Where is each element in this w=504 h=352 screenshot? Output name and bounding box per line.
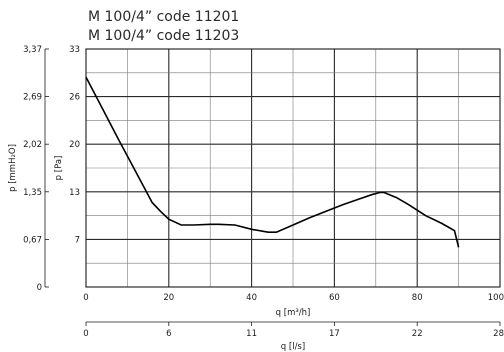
m3h-tick-label: 60: [329, 293, 340, 303]
m3h-tick-label: 0: [83, 293, 88, 303]
ls-tick-label: 11: [246, 329, 257, 339]
m3h-tick-label: 40: [246, 293, 257, 303]
mmh2o-axis: 0 0,67 1,35 2,02 2,69 3,37: [23, 45, 49, 293]
ls-tick-label: 28: [493, 329, 504, 339]
m3h-tick-label: 100: [488, 293, 504, 303]
plot-frame: [85, 48, 501, 288]
m3h-tick-label: 20: [163, 293, 174, 303]
ls-tick-label: 6: [166, 329, 171, 339]
ls-axis: 0 6 11 17 22 28: [83, 321, 504, 339]
ls-tick-label: 22: [412, 329, 423, 339]
mmh2o-tick-label: 0: [37, 283, 42, 293]
pa-tick-label: 33: [69, 45, 80, 55]
grid: [86, 49, 500, 287]
x-axis-label: q [m³/h]: [276, 308, 311, 318]
pa-axis-ticks: 7 13 20 26 33: [69, 45, 80, 245]
ls-tick-label: 17: [329, 329, 340, 339]
pa-tick-label: 20: [69, 140, 80, 150]
ls-tick-label: 0: [83, 329, 88, 339]
chart-title-line-1: M 100/4” code 11201: [88, 9, 239, 25]
x2-axis-label: q [l/s]: [281, 342, 305, 352]
pa-tick-label: 26: [69, 93, 80, 103]
curve-layer: [85, 76, 460, 248]
y2-axis-label: p [mmH₂O]: [8, 144, 18, 192]
y-axis-label: p [Pa]: [54, 156, 64, 181]
m3h-axis-ticks: 0 20 40 60 80 100: [83, 293, 504, 303]
mmh2o-tick-label: 3,37: [23, 45, 42, 55]
pressure-curve: [85, 76, 460, 248]
pa-tick-label: 13: [69, 188, 80, 198]
m3h-tick-label: 80: [412, 293, 423, 303]
chart-title-line-2: M 100/4” code 11203: [88, 28, 239, 44]
pa-tick-label: 7: [75, 235, 80, 245]
mmh2o-tick-label: 2,69: [23, 93, 42, 103]
mmh2o-tick-label: 1,35: [23, 188, 42, 198]
mmh2o-tick-label: 0,67: [23, 235, 42, 245]
mmh2o-tick-label: 2,02: [23, 140, 42, 150]
